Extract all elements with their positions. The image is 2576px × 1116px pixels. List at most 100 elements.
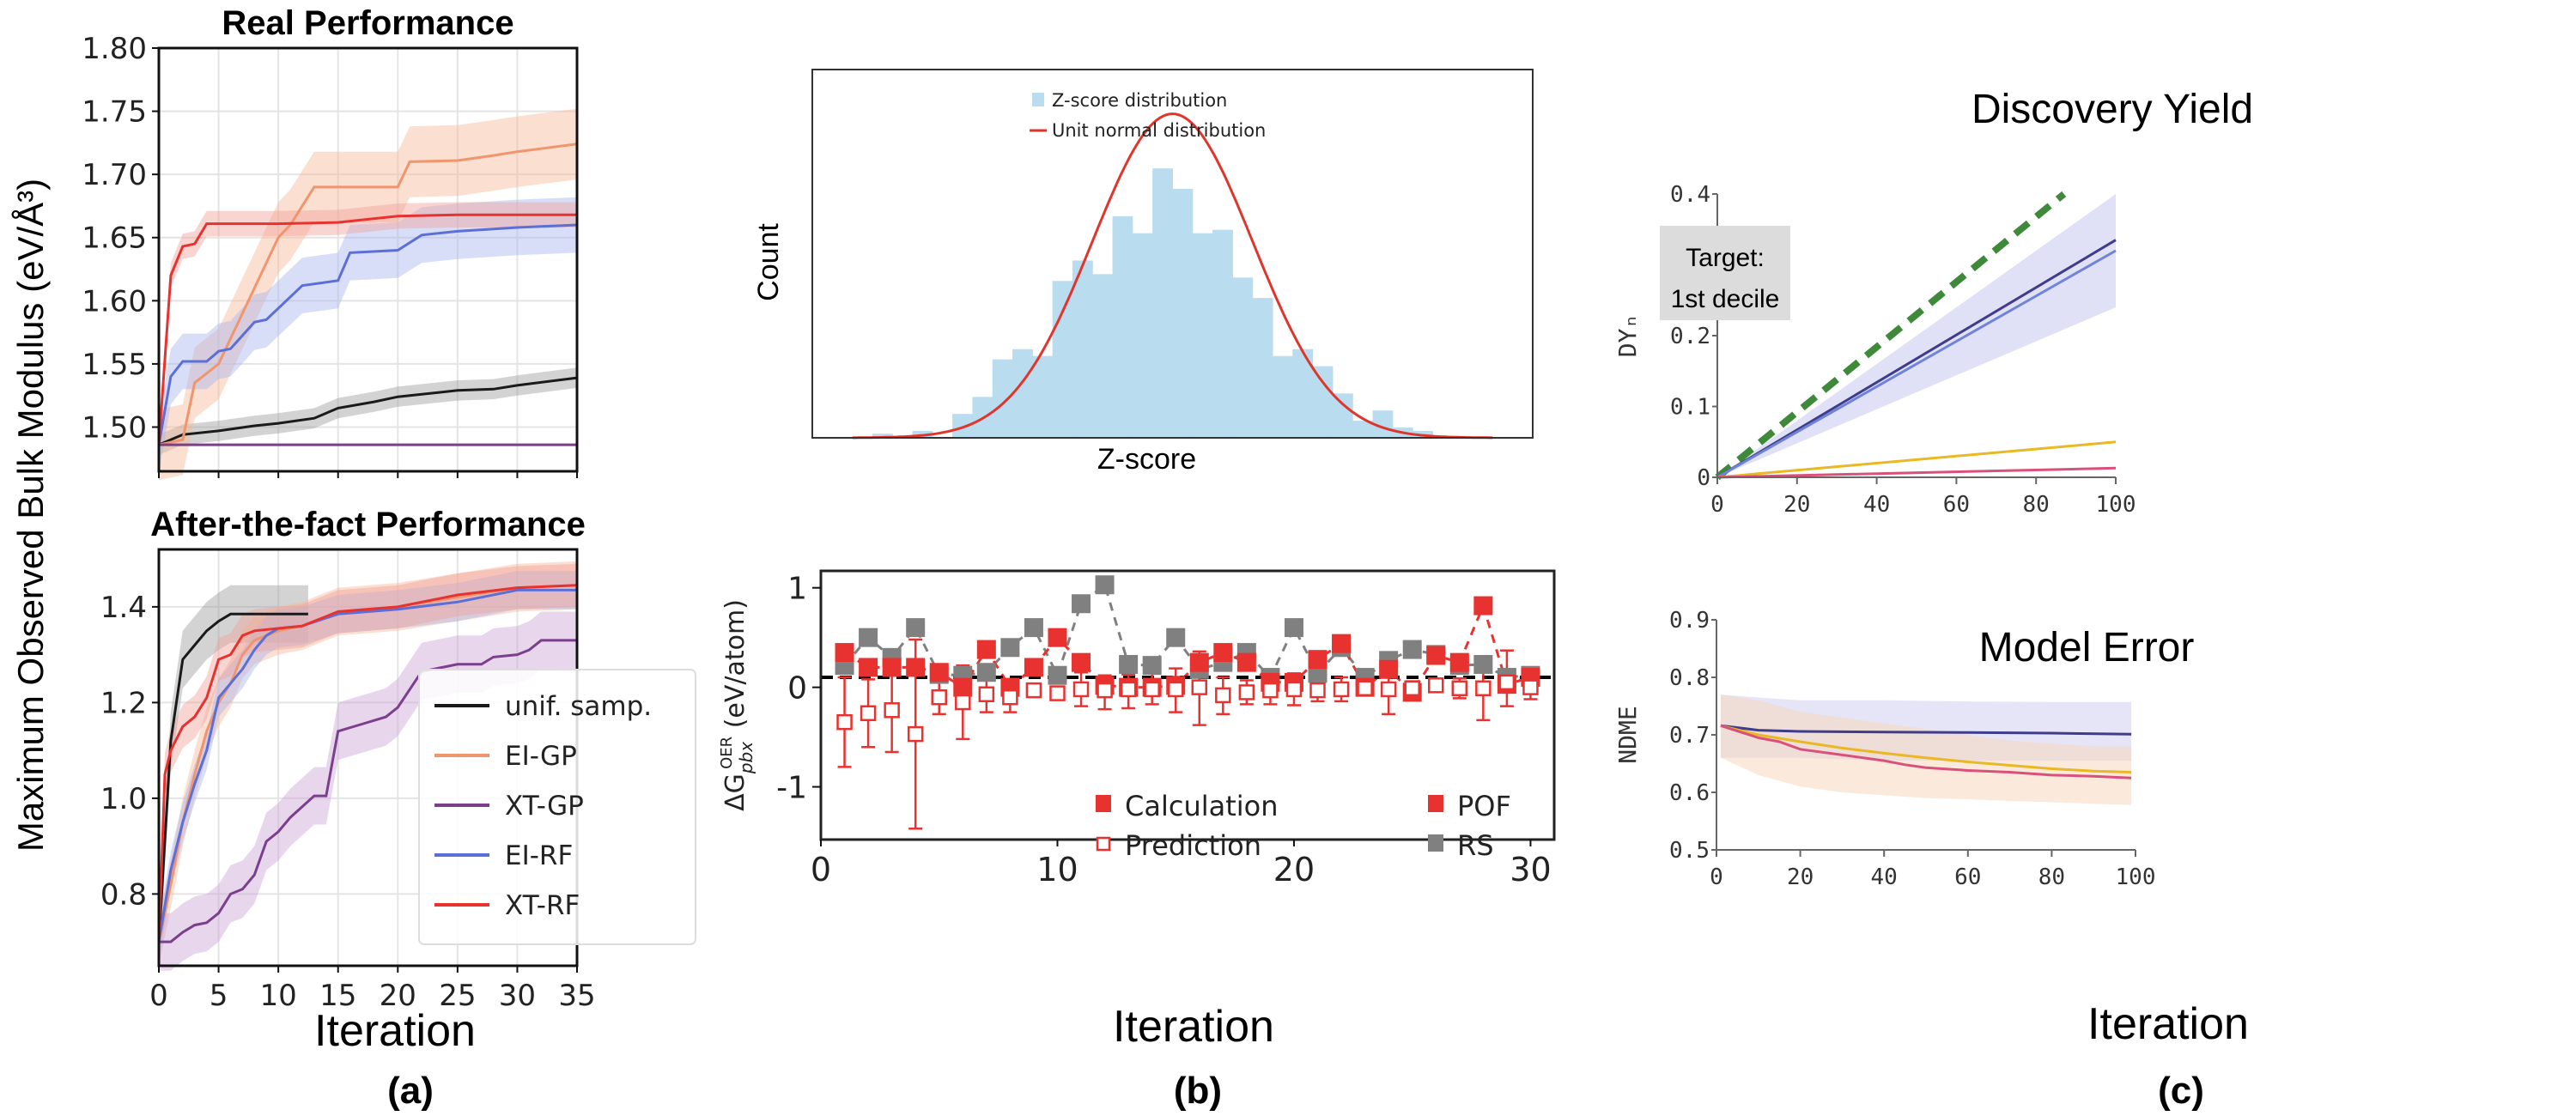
legend-label-zscore: Z-score distribution [1052,90,1227,111]
x-tick-label: 25 [439,979,476,1013]
series-line-ideal [1715,191,2067,481]
hist-bar [1152,168,1173,438]
pof-calculation-point [1236,652,1256,672]
prediction-point [1238,684,1255,701]
chart-oer-iterations: 0 10 20 30 -1 0 1 Calculation Prediction POF RS ΔGp… [718,569,1556,889]
rs-point [906,618,926,638]
y-tick-label: 1.80 [82,32,147,66]
pof-calculation-point [953,677,973,697]
prediction-point [884,702,900,719]
prediction-point [1072,681,1090,698]
hist-bar [1132,233,1153,438]
pof-calculation-point [1473,596,1493,616]
hist-bar [1273,355,1293,438]
normal-curve [852,112,1493,440]
x-tick-label: 60 [1943,492,1970,518]
pof-calculation-point [1449,652,1469,672]
pof-calculation-point [1308,650,1327,670]
y-tick-label: 0.9 [1669,608,1710,634]
pof-calculation-point [976,640,996,659]
hist-bar [1172,189,1194,438]
x-tick-label: 80 [2038,864,2065,890]
pof-calculation-point [882,658,902,677]
pof-calculation-point [1213,643,1233,663]
hist-bar [1092,274,1114,438]
x-tick-label: 0 [149,979,168,1013]
prediction-point [1025,682,1042,699]
x-tick-label: 20 [1783,492,1810,518]
y-axis-label: Count [752,223,785,301]
x-tick-label: 20 [380,979,416,1013]
plot-frame [811,69,1534,439]
annotation-text: 1st decile [1671,285,1780,313]
y-tick-label: 1.60 [82,284,147,318]
hist-bar [872,434,893,438]
y-tick-label: 1.55 [82,348,147,382]
series-line-ei-rf [157,588,577,943]
y-axis-label-part: ΔG [720,773,750,811]
series-line-dark-blue [1716,239,2117,479]
x-tick-label: 35 [558,979,595,1013]
panel-label-c: (c) [2158,1070,2204,1112]
rs-point [1024,618,1043,638]
series-line-pink [1716,466,2117,479]
legend-label-normal: Unit normal distribution [1052,120,1266,141]
y-tick-label: 0 [787,671,807,707]
prediction-point [1428,677,1444,694]
legend-label-prediction: Prediction [1125,829,1261,862]
x-tick-label: 10 [1036,851,1078,889]
legend-label-unif-samp: unif. samp. [505,691,652,722]
y-tick-label: 0.8 [100,877,147,912]
prediction-point [1404,680,1420,697]
x-tick-label: 40 [1863,492,1890,518]
y-tick-label: 1.2 [100,686,147,720]
panel-label-a: (a) [387,1070,434,1112]
rs-point [1095,575,1115,595]
series-line-xt-gp [159,639,577,943]
pof-calculation-point [1024,658,1043,677]
annotation-box [1660,226,1790,320]
series-line-pink [1720,724,2132,779]
x-tick-label: 100 [2096,492,2136,518]
pof-calculation-point [1332,634,1352,653]
prediction-point [1357,680,1373,697]
prediction-point [1475,680,1492,697]
series-line-unif-samp [157,612,308,943]
pof-calculation-point [1189,652,1209,672]
chart-real-performance: 1.50 1.55 1.60 1.65 1.70 1.75 1.80 Real Perform… [82,4,579,481]
prediction-point [955,694,971,711]
rs-point [1402,640,1422,659]
y-axis-label-part: pbx [736,742,756,774]
x-tick-label: 0 [1710,864,1723,890]
rs-point [859,628,878,647]
x-tick-label: 30 [1510,851,1551,889]
series-line-ei-gp [158,143,578,446]
series-line-light-blue [1716,249,2117,479]
legend-label-rs: RS [1457,829,1494,862]
hist-bar [1332,393,1353,438]
hist-bar [952,414,973,438]
y-tick-label: -1 [776,771,807,806]
prediction-point [1215,687,1231,704]
x-tick-label: 40 [1871,864,1898,890]
prediction-point [931,688,947,706]
series-line-xt-rf [157,213,577,446]
prediction-point [1380,681,1397,698]
prediction-point [1285,681,1303,698]
band-xt-gp [159,611,577,971]
y-tick-label: 1 [787,572,807,607]
band-xt-rf [159,202,577,458]
legend-swatch-pof [1428,795,1443,812]
hist-bar [1312,366,1334,438]
legend-label-calculation: Calculation [1125,790,1279,822]
y-axis-label: NDME [1613,706,1642,763]
x-tick-label: 0 [1710,492,1724,518]
legend-label-ei-rf: EI-RF [505,840,573,871]
legend-box [418,669,696,945]
y-tick-label: 1.0 [100,782,147,816]
c-xlabel: Iteration [2087,999,2249,1049]
rs-point [1142,656,1162,676]
x-tick-label: 5 [210,979,228,1013]
x-tick-label: 15 [319,979,356,1013]
